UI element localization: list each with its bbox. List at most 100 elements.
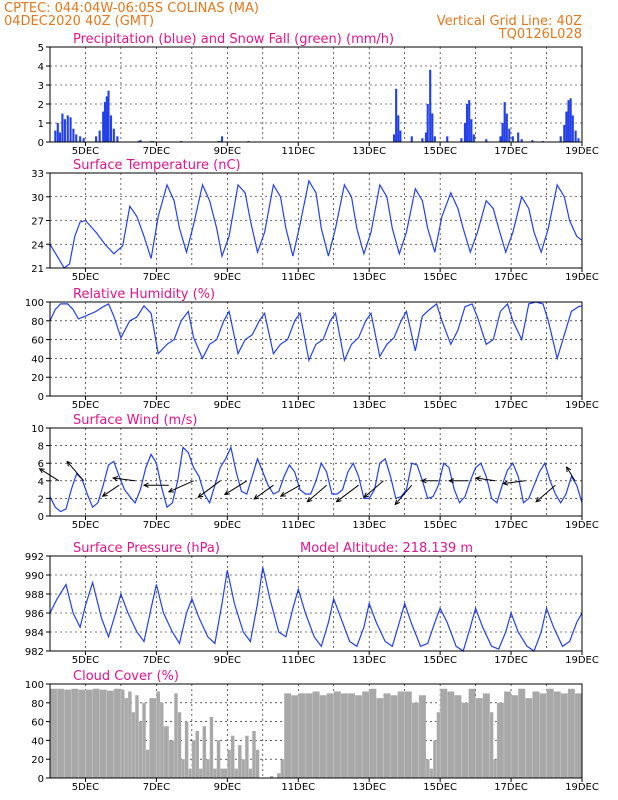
precip-bar: [460, 138, 463, 142]
precip-panel: 0 1 2 3 4 5 5DEC 7DEC 9DEC 11DEC 13DEC 15DEC 17DEC 19…: [38, 32, 599, 157]
precip-bar: [116, 136, 119, 142]
pressure-xtick-label: 5DEC: [72, 655, 99, 666]
pressure-ytick-label: 992: [25, 552, 44, 563]
precip-bar: [559, 136, 562, 142]
temperature-xtick-label: 9DEC: [214, 272, 241, 283]
precip-xtick-label: 15DEC: [423, 146, 457, 157]
humidity-ytick-label: 0: [38, 392, 44, 403]
humidity-xtick-label: 13DEC: [352, 400, 386, 411]
precip-bar: [511, 136, 514, 142]
temperature-title: Surface Temperature (nC): [73, 158, 241, 173]
precip-bar: [429, 69, 432, 142]
wind-arrow: [336, 484, 359, 503]
precip-bar: [105, 96, 108, 142]
precip-xtick-label: 7DEC: [143, 146, 170, 157]
temperature-ytick-label: 24: [31, 240, 44, 251]
wind-arrow-head: [335, 497, 342, 503]
humidity-xtick-label: 9DEC: [214, 400, 241, 411]
wind-arrow: [66, 461, 85, 482]
temperature-xtick-label: 7DEC: [143, 272, 170, 283]
precip-bar: [63, 119, 66, 142]
precip-bar: [75, 134, 78, 142]
precip-bar: [426, 104, 429, 142]
wind-arrow-head: [66, 460, 72, 467]
humidity-ytick-label: 20: [31, 373, 44, 384]
wind-arrow-head: [535, 496, 542, 503]
precip-bar: [139, 140, 142, 142]
precip-bar: [468, 100, 471, 142]
cloud-frame: [49, 683, 583, 779]
pressure-title: Surface Pressure (hPa): [73, 541, 220, 556]
pressure-xtick-label: 11DEC: [281, 655, 315, 666]
humidity-series-line: [49, 301, 583, 363]
precip-bar: [103, 102, 107, 142]
pressure-xtick-label: 17DEC: [494, 655, 528, 666]
precip-ytick-label: 0: [38, 138, 44, 149]
wind-arrow: [224, 480, 248, 495]
pressure-series-line: [49, 567, 583, 652]
wind-frame: [49, 427, 583, 517]
wind-arrow: [113, 477, 136, 482]
humidity-ytick-label: 100: [25, 298, 44, 309]
cloud-cover-area: [50, 688, 582, 778]
wind-arrow-head: [197, 492, 204, 498]
temperature-xtick-label: 19DEC: [565, 272, 599, 283]
humidity-title: Relative Humidity (%): [73, 287, 215, 302]
wind-xtick-label: 11DEC: [281, 520, 315, 531]
precip-xtick-label: 9DEC: [214, 146, 241, 157]
precip-bar: [503, 102, 506, 142]
wind-arrow-head: [279, 491, 286, 497]
cloud-title: Cloud Cover (%): [73, 669, 179, 684]
pressure-xtick-label: 19DEC: [565, 655, 599, 666]
wind-arrow-head: [167, 487, 174, 493]
precip-bar: [58, 132, 61, 142]
wind-arrow: [535, 484, 556, 503]
humidity-frame: [49, 301, 583, 397]
precip-bar: [531, 140, 534, 142]
precip-xtick-label: 19DEC: [565, 146, 599, 157]
precip-bar: [472, 134, 475, 142]
wind-xtick-label: 13DEC: [352, 520, 386, 531]
wind-xtick-label: 5DEC: [72, 520, 99, 531]
precip-bar: [79, 136, 82, 142]
wind-arrow: [39, 468, 60, 482]
humidity-ytick-label: 80: [31, 317, 44, 328]
wind-arrow: [394, 484, 413, 505]
wind-arrow: [503, 480, 526, 485]
wind-arrow-head: [363, 492, 370, 499]
wind-arrow: [280, 484, 301, 497]
humidity-ytick-label: 60: [31, 336, 44, 347]
precip-bar: [82, 138, 85, 142]
wind-ytick-label: 2: [38, 494, 44, 505]
precip-bar: [220, 136, 224, 142]
cloud-xtick-label: 9DEC: [214, 782, 241, 793]
humidity-xtick-label: 5DEC: [72, 400, 99, 411]
cloud-panel: 0 20 40 60 80 100 5DEC 7DEC 9DEC 11DEC 13DEC 15DEC 1…: [25, 669, 599, 793]
wind-arrow: [566, 466, 576, 482]
precip-bar: [421, 138, 424, 142]
wind-arrow-head: [420, 478, 427, 484]
precip-bar: [109, 115, 113, 142]
wind-arrow-head: [223, 490, 230, 496]
humidity-panel: 0 20 40 60 80 100 5DEC 7DEC 9DEC 11DEC 13DEC 15DEC 1…: [25, 287, 599, 411]
wind-arrow: [253, 484, 274, 500]
wind-xtick-label: 7DEC: [143, 520, 170, 531]
precip-ytick-label: 4: [38, 62, 44, 73]
temperature-panel: 21 24 27 30 33 5DEC 7DEC 9DEC 11DEC 13DEC 15DEC 17D…: [31, 158, 599, 283]
temperature-ytick-label: 30: [31, 193, 44, 204]
humidity-xtick-label: 7DEC: [143, 400, 170, 411]
wind-arrow-head: [142, 482, 149, 488]
precip-bar: [399, 130, 402, 142]
precip-xtick-label: 5DEC: [72, 146, 99, 157]
precip-bar: [499, 136, 502, 142]
precip-bar: [72, 128, 75, 142]
wind-panel: 0 2 4 6 8 10 5DEC 7DEC 9DEC 11DEC 13DEC 15DEC 17DEC 1…: [31, 413, 599, 531]
wind-ytick-label: 10: [31, 424, 44, 435]
wind-arrow-head: [448, 478, 454, 484]
wind-arrow-head: [502, 480, 509, 486]
wind-arrow: [197, 480, 221, 498]
pressure-ytick-label: 988: [25, 590, 44, 601]
precip-bar: [424, 132, 428, 142]
wind-xtick-label: 17DEC: [494, 520, 528, 531]
